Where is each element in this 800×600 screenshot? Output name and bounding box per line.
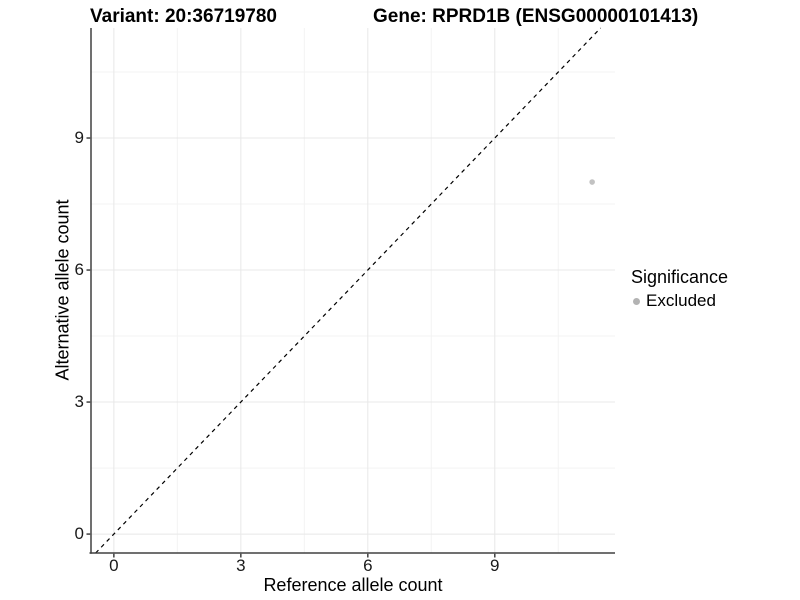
identity-dashed-line — [95, 27, 602, 554]
legend-title: Significance — [631, 267, 729, 287]
gene-title: Gene: RPRD1B (ENSG00000101413) — [373, 6, 699, 27]
x-tick-label: 0 — [109, 556, 119, 575]
x-tick-label: 3 — [236, 556, 246, 575]
variant-title: Variant: 20:36719780 — [90, 6, 277, 27]
y-tick-label: 9 — [74, 128, 84, 148]
excluded-point-icon — [633, 297, 640, 305]
legend-item-excluded: Excluded — [631, 291, 799, 311]
x-axis-title: Reference allele count — [263, 575, 443, 595]
x-tick-label: 9 — [490, 556, 500, 575]
y-axis-title: Alternative allele count — [52, 199, 73, 381]
y-tick-label: 3 — [74, 392, 84, 412]
y-tick-label: 0 — [74, 524, 84, 544]
legend-item-label: Excluded — [646, 291, 716, 310]
data-point-excluded — [589, 179, 595, 185]
x-tick-label: 6 — [363, 556, 373, 575]
legend: Significance Excluded — [631, 266, 799, 311]
y-tick-label: 6 — [74, 260, 84, 280]
